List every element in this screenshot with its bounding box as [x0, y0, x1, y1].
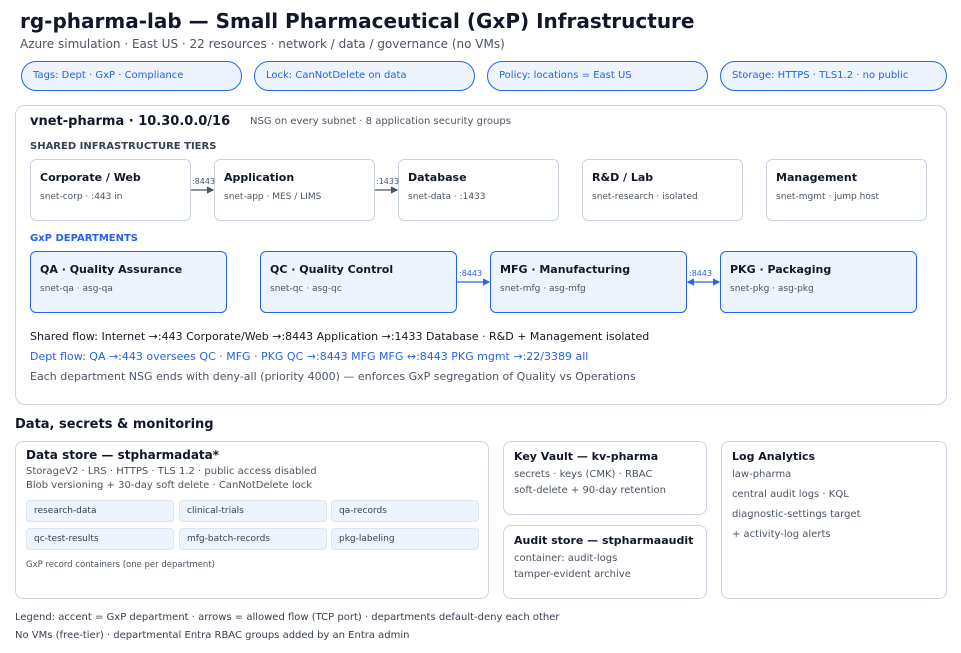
tag-pill-storage: Storage: HTTPS · TLS1.2 · no public: [720, 61, 947, 91]
tier-name: Application: [224, 171, 295, 184]
storage-line: Blob versioning + 30-day soft delete · C…: [26, 480, 313, 491]
dept-qc: QC · Quality Control snet-qc · asg-qc: [260, 251, 457, 313]
dept-name: QC · Quality Control: [270, 263, 394, 276]
tier-name: R&D / Lab: [592, 171, 654, 184]
container-qc-test-results: qc-test-results: [26, 528, 174, 550]
dept-name: QA · Quality Assurance: [40, 263, 183, 276]
tier-application: Application snet-app · MES / LIMS: [214, 159, 375, 221]
dept-qa: QA · Quality Assurance snet-qa · asg-qa: [30, 251, 227, 313]
dept-subnet: snet-pkg · asg-pkg: [730, 284, 814, 294]
tier-database: Database snet-data · :1433: [398, 159, 559, 221]
containers-note: GxP record containers (one per departmen…: [26, 560, 215, 570]
data-section-heading: Data, secrets & monitoring: [15, 417, 214, 432]
tag-pill-policy: Policy: locations = East US: [487, 61, 708, 91]
tier-subnet: snet-app · MES / LIMS: [224, 192, 322, 202]
log-analytics-line: diagnostic-settings target: [732, 509, 861, 520]
vnet-title: vnet-pharma · 10.30.0.0/16: [30, 114, 231, 129]
departments-section-label: GxP DEPARTMENTS: [30, 233, 138, 244]
log-analytics-line: law-pharma: [732, 469, 792, 480]
key-vault-title: Key Vault — kv-pharma: [514, 450, 659, 463]
tag-pill-tags: Tags: Dept · GxP · Compliance: [21, 61, 242, 91]
tier-corporate-web: Corporate / Web snet-corp · :443 in: [30, 159, 191, 221]
shared-flow-text: Shared flow: Internet →:443 Corporate/We…: [30, 330, 650, 343]
container-qa-records: qa-records: [331, 500, 479, 522]
legend-line: No VMs (free-tier) · departmental Entra …: [15, 630, 410, 641]
tier-subnet: snet-research · isolated: [592, 192, 698, 202]
key-vault-card: Key Vault — kv-pharma secrets · keys (CM…: [503, 441, 707, 515]
log-analytics-line: + activity-log alerts: [732, 529, 831, 540]
storage-title: Data store — stpharmadata*: [26, 448, 220, 462]
tag-pill-lock: Lock: CanNotDelete on data: [254, 61, 475, 91]
dept-subnet: snet-qc · asg-qc: [270, 284, 342, 294]
key-vault-line: soft-delete + 90-day retention: [514, 485, 666, 496]
key-vault-line: secrets · keys (CMK) · RBAC: [514, 469, 653, 480]
tier-name: Corporate / Web: [40, 171, 141, 184]
audit-store-title: Audit store — stpharmaaudit: [514, 534, 694, 547]
log-analytics-line: central audit logs · KQL: [732, 489, 849, 500]
tier-subnet: snet-mgmt · jump host: [776, 192, 880, 202]
tier-subnet: snet-corp · :443 in: [40, 192, 123, 202]
container-mfg-batch-records: mfg-batch-records: [179, 528, 327, 550]
tier-name: Database: [408, 171, 467, 184]
log-analytics-card: Log Analytics law-pharma central audit l…: [721, 441, 947, 599]
tier-name: Management: [776, 171, 857, 184]
dept-pkg: PKG · Packaging snet-pkg · asg-pkg: [720, 251, 917, 313]
storage-line: StorageV2 · LRS · HTTPS · TLS 1.2 · publ…: [26, 466, 317, 477]
page-subtitle: Azure simulation · East US · 22 resource…: [20, 37, 505, 51]
legend-line: Legend: accent = GxP department · arrows…: [15, 612, 560, 623]
audit-store-line: container: audit-logs: [514, 553, 618, 564]
dept-name: MFG · Manufacturing: [500, 263, 631, 276]
dept-flow-text: Dept flow: QA →:443 oversees QC · MFG · …: [30, 350, 589, 363]
tier-management: Management snet-mgmt · jump host: [766, 159, 927, 221]
vnet-panel: [15, 105, 947, 405]
container-pkg-labeling: pkg-labeling: [331, 528, 479, 550]
dept-mfg: MFG · Manufacturing snet-mfg · asg-mfg: [490, 251, 687, 313]
vnet-note: NSG on every subnet · 8 application secu…: [250, 116, 511, 127]
tier-subnet: snet-data · :1433: [408, 192, 486, 202]
log-analytics-title: Log Analytics: [732, 450, 816, 463]
container-research-data: research-data: [26, 500, 174, 522]
page-title: rg-pharma-lab — Small Pharmaceutical (Gx…: [20, 9, 695, 33]
audit-store-card: Audit store — stpharmaaudit container: a…: [503, 525, 707, 599]
tier-rd-lab: R&D / Lab snet-research · isolated: [582, 159, 743, 221]
dept-subnet: snet-mfg · asg-mfg: [500, 284, 586, 294]
tiers-section-label: SHARED INFRASTRUCTURE TIERS: [30, 141, 217, 152]
dept-subnet: snet-qa · asg-qa: [40, 284, 113, 294]
dept-name: PKG · Packaging: [730, 263, 832, 276]
audit-store-line: tamper-evident archive: [514, 569, 631, 580]
nsg-note-text: Each department NSG ends with deny-all (…: [30, 370, 636, 383]
container-clinical-trials: clinical-trials: [179, 500, 327, 522]
